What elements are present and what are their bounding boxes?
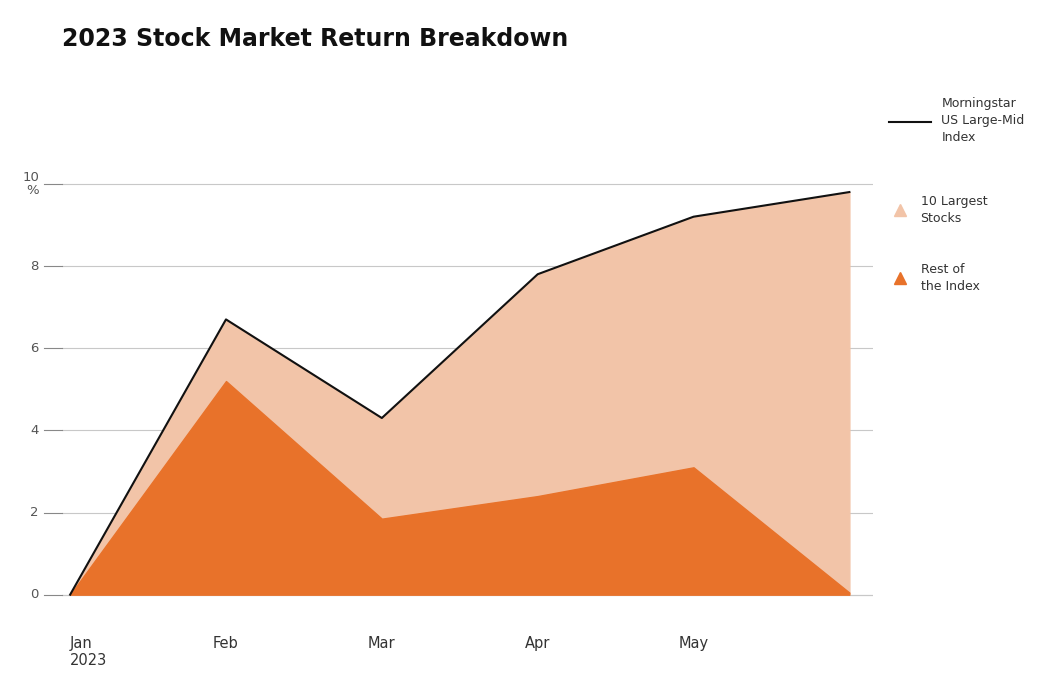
Text: Apr: Apr (525, 636, 551, 650)
Text: 8: 8 (30, 259, 38, 272)
Text: Morningstar
US Large-Mid
Index: Morningstar US Large-Mid Index (941, 97, 1024, 145)
Text: 4: 4 (30, 424, 38, 437)
Text: Rest of
the Index: Rest of the Index (921, 263, 980, 293)
Text: 10 Largest
Stocks: 10 Largest Stocks (921, 196, 987, 225)
Text: Mar: Mar (368, 636, 396, 650)
Text: 2023 Stock Market Return Breakdown: 2023 Stock Market Return Breakdown (62, 27, 568, 51)
Text: %: % (26, 184, 38, 197)
Text: 2: 2 (30, 506, 38, 519)
Text: Feb: Feb (213, 636, 239, 650)
Text: 10: 10 (22, 171, 38, 184)
Text: Jan
2023: Jan 2023 (70, 636, 107, 668)
Text: May: May (678, 636, 709, 650)
Text: 6: 6 (30, 342, 38, 354)
Text: 0: 0 (30, 588, 38, 601)
